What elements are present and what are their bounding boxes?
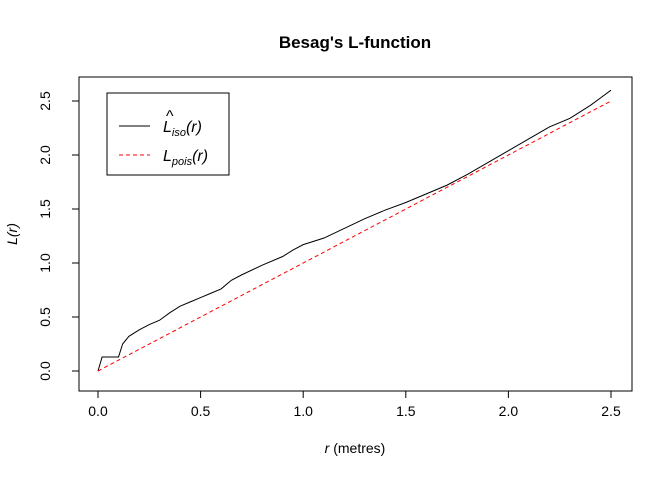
x-tick-label: 2.5 (601, 403, 621, 419)
legend: Liso(r)^ Lpois(r) (106, 92, 230, 176)
x-tick-label: 1.0 (293, 403, 313, 419)
legend-label: Lpois(r) (163, 148, 208, 168)
legend-label: Liso(r) (163, 119, 202, 139)
series-line-pois (97, 100, 612, 372)
legend-box (106, 92, 230, 176)
x-tick-label: 1.5 (396, 403, 416, 419)
x-tick-label: 0.5 (191, 403, 211, 419)
series-layer (97, 89, 612, 372)
series-line-iso (97, 89, 612, 372)
x-tick-label: 0.0 (88, 403, 108, 419)
y-tick-label: 1.5 (37, 199, 53, 219)
x-axis-label: r (metres) (325, 440, 386, 456)
y-tick-label: 0.5 (37, 307, 53, 327)
x-axis-label-unit: (metres) (329, 440, 385, 456)
y-axis: 0.0 0.5 1.0 1.5 2.0 2.5 (37, 91, 80, 381)
x-axis-label-var: r (325, 440, 331, 456)
y-tick-label: 2.0 (37, 145, 53, 165)
x-tick-label: 2.0 (499, 403, 519, 419)
y-tick-label: 1.0 (37, 253, 53, 273)
y-tick-label: 2.5 (37, 91, 53, 111)
chart-title: Besag's L-function (279, 33, 431, 52)
legend-hat: ^ (166, 108, 174, 125)
y-tick-label: 0.0 (37, 361, 53, 381)
y-axis-label: L(r) (4, 223, 20, 245)
x-axis: 0.0 0.5 1.0 1.5 2.0 2.5 (88, 390, 621, 419)
